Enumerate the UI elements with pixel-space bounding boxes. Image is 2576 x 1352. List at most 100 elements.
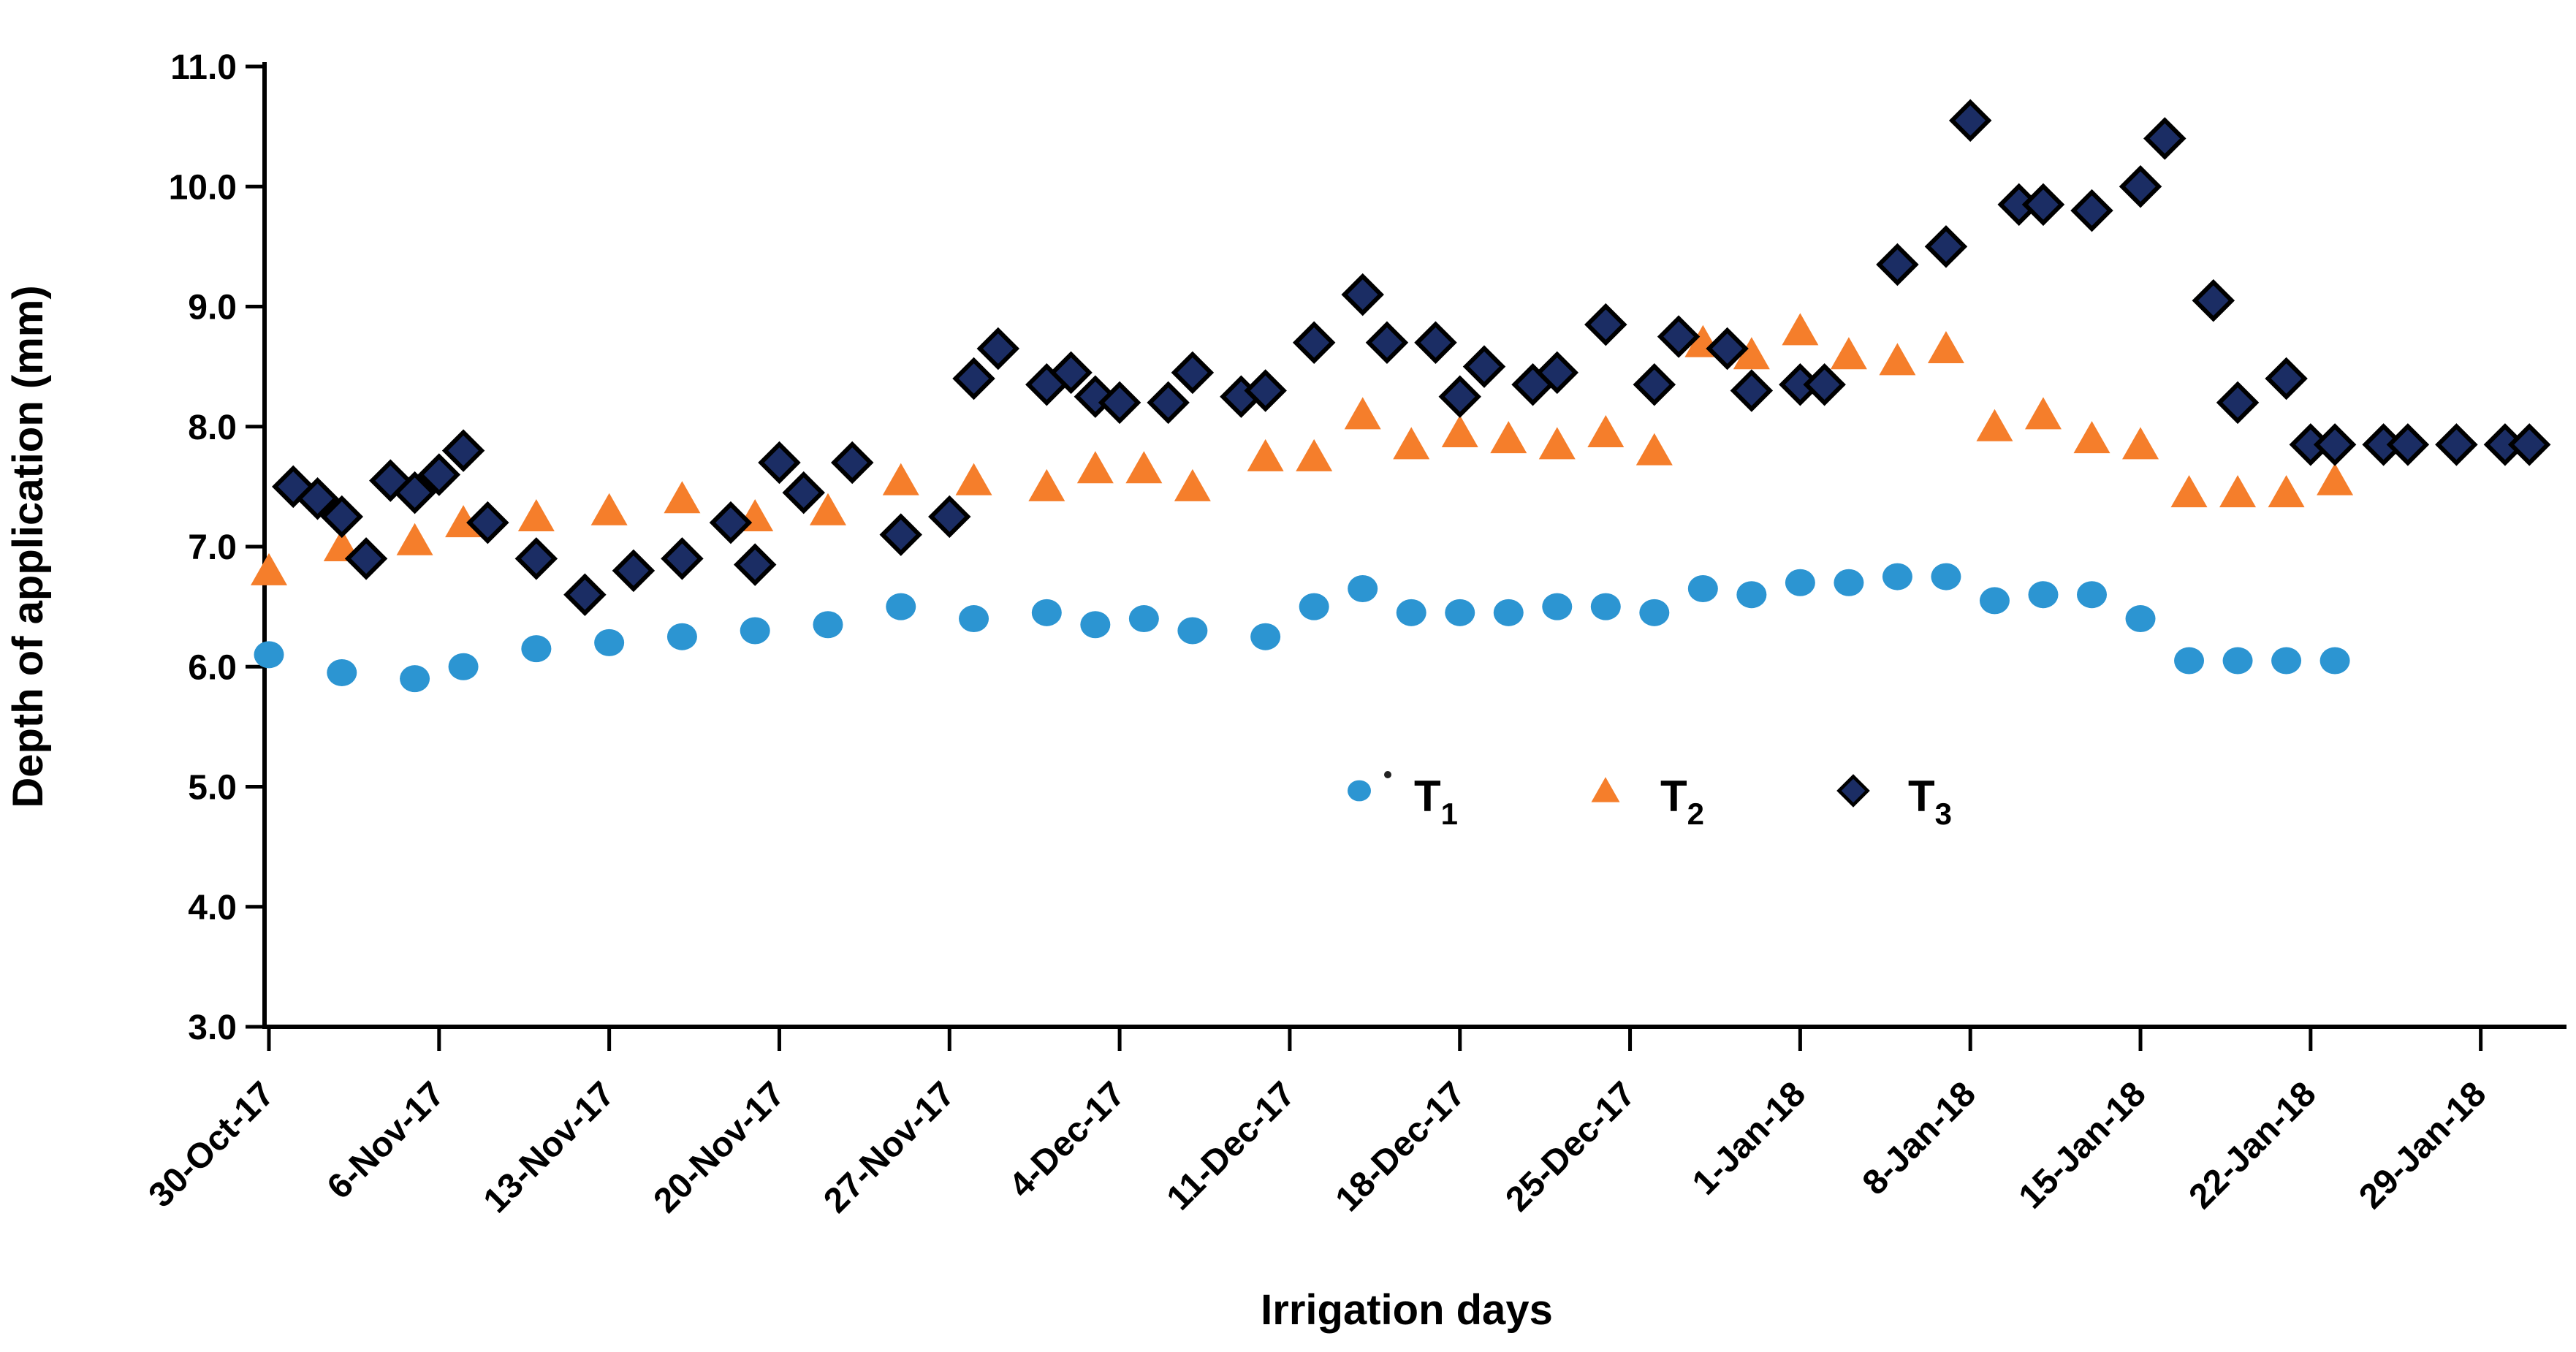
data-point-t1 [1834, 569, 1864, 596]
legend-artifact-dot [1384, 771, 1391, 778]
x-tick-label: 29-Jan-18 [2352, 1074, 2493, 1216]
data-point-t2 [1393, 427, 1430, 460]
data-point-t1 [1542, 593, 1573, 620]
data-point-t3 [733, 543, 777, 586]
data-point-t2 [2073, 421, 2110, 454]
data-point-t1 [1979, 587, 2010, 615]
data-point-t1 [254, 641, 284, 669]
data-point-t2 [1174, 468, 1211, 501]
data-point-t3 [563, 573, 607, 616]
data-point-t1 [1882, 563, 1912, 590]
x-axis-title: Irrigation days [1261, 1286, 1553, 1334]
data-point-t1 [2174, 647, 2205, 675]
data-point-t3 [952, 357, 995, 400]
data-point-t1 [1445, 599, 1475, 626]
data-point-t3 [1730, 369, 1774, 412]
x-tick-label: 8-Jan-18 [1855, 1074, 1983, 1202]
data-point-t3 [661, 537, 704, 580]
data-point-t3 [2313, 423, 2357, 466]
data-point-t2 [1976, 409, 2013, 441]
data-point-t3 [1244, 369, 1287, 412]
data-point-t3 [2143, 117, 2186, 160]
data-point-t1 [327, 658, 357, 686]
data-point-t2 [445, 505, 482, 538]
data-point-t2 [809, 493, 846, 525]
x-tick-label: 15-Jan-18 [2012, 1074, 2154, 1216]
data-point-t3 [2507, 423, 2551, 466]
x-tick-label: 1-Jan-18 [1685, 1074, 1813, 1202]
data-point-t1 [886, 593, 916, 620]
data-point-t3 [1365, 321, 1409, 365]
legend-label-t3: T3 [1908, 772, 1952, 831]
data-point-t3 [1836, 774, 1870, 808]
data-point-t2 [1125, 451, 1163, 484]
data-point-t3 [612, 549, 656, 593]
data-point-t3 [1414, 321, 1457, 365]
data-point-t1 [1299, 593, 1329, 620]
x-tick-label: 4-Dec-17 [1002, 1074, 1133, 1205]
x-tick-label: 25-Dec-17 [1498, 1074, 1643, 1219]
legend-label-t1: T1 [1414, 772, 1458, 831]
data-point-t1 [594, 628, 625, 656]
data-point-t3 [514, 537, 558, 580]
data-point-t3 [928, 495, 971, 539]
data-point-t1 [813, 611, 843, 639]
data-point-t3 [2386, 423, 2430, 466]
data-point-t3 [2021, 183, 2065, 227]
data-point-t3 [2192, 279, 2235, 322]
data-point-t3 [2216, 381, 2260, 425]
y-tick-label: 9.0 [188, 289, 237, 327]
data-point-t3 [709, 501, 753, 544]
y-tick-label: 4.0 [188, 889, 237, 927]
data-point-t1 [2222, 647, 2253, 675]
data-point-t3 [1657, 315, 1701, 358]
x-tick-label: 13-Nov-17 [476, 1074, 623, 1220]
data-point-t3 [1876, 243, 1919, 286]
data-point-t2 [2317, 463, 2354, 495]
data-point-t3 [466, 501, 509, 544]
y-tick-label: 5.0 [188, 769, 237, 808]
data-point-t1 [2077, 581, 2107, 609]
data-point-t1 [740, 617, 770, 645]
legend-label-t2: T2 [1660, 772, 1704, 831]
data-point-t2 [1927, 330, 1964, 363]
y-tick-label: 7.0 [188, 528, 237, 567]
chart-generated-content: 3.0 4.0 5.0 6.0 7.0 8.0 9.0 10.0 11.0 30-Oct-17 6-… [142, 48, 2566, 1220]
x-tick-label: 11-Dec-17 [1160, 1074, 1303, 1218]
data-point-t2 [955, 463, 992, 495]
data-point-t1 [1493, 599, 1524, 626]
data-point-t1 [1177, 617, 1208, 645]
data-point-t1 [1785, 569, 1815, 596]
data-point-t2 [1635, 433, 1673, 466]
data-point-t2 [1490, 421, 1527, 454]
data-point-t2 [2170, 475, 2208, 508]
data-point-t1 [1348, 780, 1371, 802]
data-point-t1 [2125, 605, 2156, 633]
data-point-t3 [976, 327, 1020, 371]
data-point-t2 [1247, 438, 1284, 471]
data-point-t2 [1538, 427, 1576, 460]
data-point-t3 [441, 429, 485, 472]
data-point-t3 [2119, 165, 2162, 208]
data-point-t1 [1931, 563, 1961, 590]
data-point-t3 [782, 471, 825, 514]
data-point-t2 [1830, 337, 1867, 370]
data-point-t3 [1341, 273, 1384, 316]
data-point-t1 [448, 653, 479, 680]
data-point-t1 [1687, 574, 1718, 602]
data-point-t2 [2024, 397, 2062, 430]
data-point-t2 [396, 523, 433, 555]
series-t3 [272, 99, 2551, 616]
data-point-t2 [664, 481, 701, 514]
data-point-t3 [1171, 351, 1215, 395]
x-tick-label: 6-Nov-17 [320, 1074, 452, 1207]
y-tick-label: 6.0 [188, 648, 237, 687]
data-point-t1 [2319, 647, 2350, 675]
data-point-t1 [400, 665, 430, 693]
data-point-t1 [1250, 623, 1281, 650]
data-point-t2 [1879, 343, 1916, 376]
data-point-t3 [344, 537, 388, 580]
data-point-t2 [1441, 414, 1478, 447]
data-point-t1 [959, 605, 989, 633]
